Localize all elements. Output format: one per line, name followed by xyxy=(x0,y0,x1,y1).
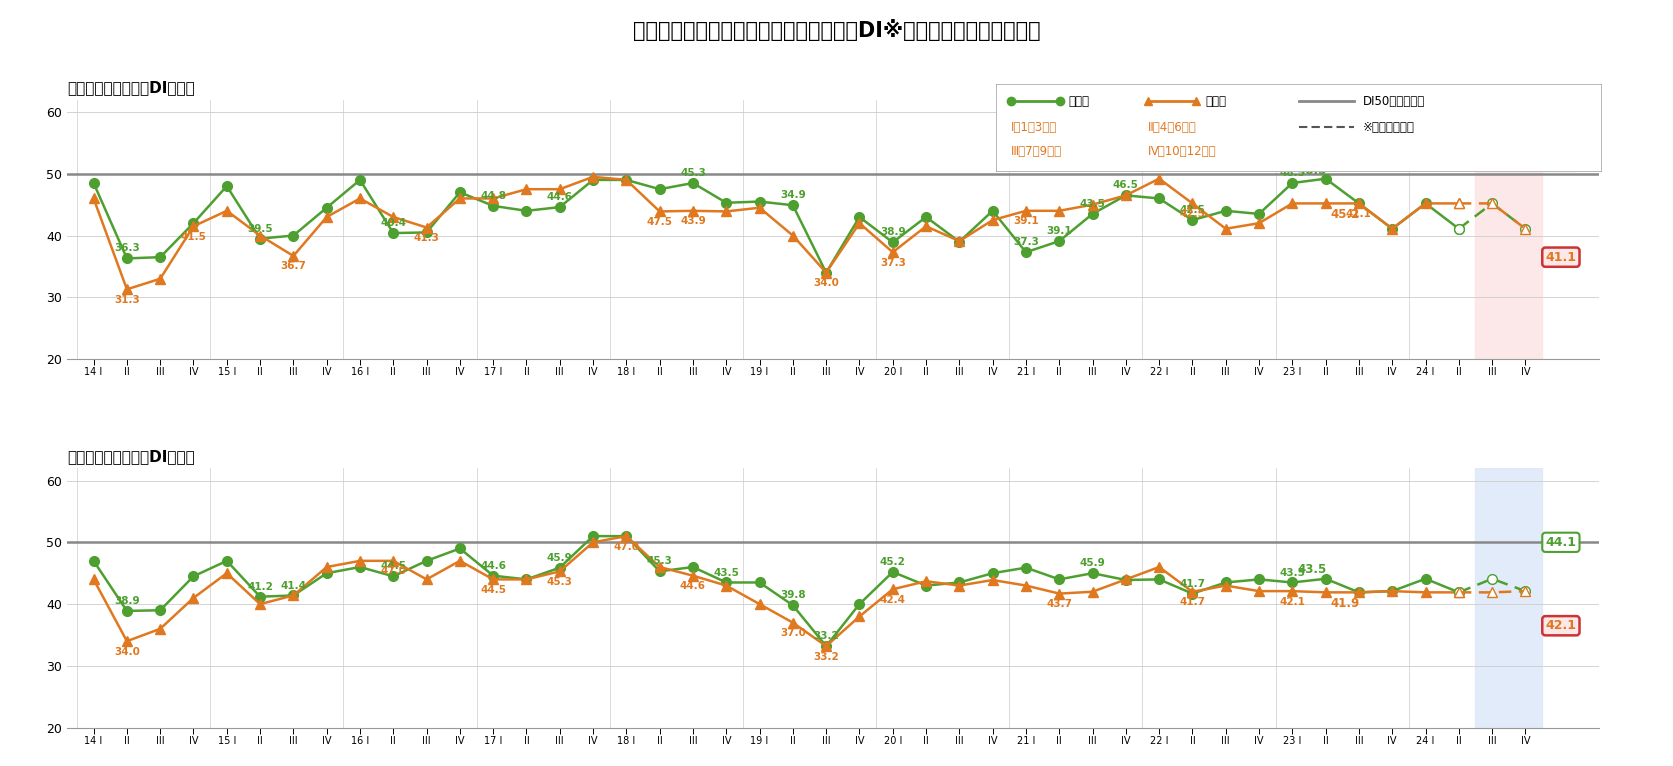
Text: 31.3: 31.3 xyxy=(114,295,139,305)
Text: 44.6: 44.6 xyxy=(480,561,505,571)
Text: 45.3: 45.3 xyxy=(679,168,706,178)
Text: 44.8: 44.8 xyxy=(480,191,505,201)
Text: 近畟圈: 近畟圈 xyxy=(1205,95,1225,108)
Text: 42.1: 42.1 xyxy=(1544,619,1576,632)
Text: 44.5: 44.5 xyxy=(380,561,407,571)
Text: 37.3: 37.3 xyxy=(1012,237,1039,247)
Text: 46.5: 46.5 xyxy=(1113,181,1138,191)
Text: 43.5: 43.5 xyxy=(1297,563,1325,576)
Text: 45.2: 45.2 xyxy=(1330,208,1358,221)
Text: 41.1: 41.1 xyxy=(1544,250,1576,264)
Text: DI50＝前年並み: DI50＝前年並み xyxy=(1362,95,1424,108)
Text: 41.7: 41.7 xyxy=(1179,597,1205,607)
Text: 42.5: 42.5 xyxy=(1179,205,1205,215)
Text: 43.5: 43.5 xyxy=(1079,199,1104,209)
Text: 34.0: 34.0 xyxy=(114,647,141,656)
Text: 首都圈: 首都圈 xyxy=(1067,95,1089,108)
Text: 44.6: 44.6 xyxy=(547,192,572,202)
Text: 41.4: 41.4 xyxy=(279,581,306,591)
Text: 44.6: 44.6 xyxy=(679,581,706,591)
Text: 39.8: 39.8 xyxy=(780,591,805,601)
Bar xyxy=(1474,100,1541,359)
Text: 45.3: 45.3 xyxy=(547,577,572,587)
Text: 49.2: 49.2 xyxy=(1544,155,1576,168)
Text: 37.0: 37.0 xyxy=(780,628,805,638)
Text: 33.2: 33.2 xyxy=(813,631,838,641)
Text: 47.0: 47.0 xyxy=(612,542,639,552)
Text: Ⅰ：1～3月期: Ⅰ：1～3月期 xyxy=(1010,120,1057,133)
Text: 48.5: 48.5 xyxy=(1278,168,1305,178)
Text: 41.2: 41.2 xyxy=(248,581,273,592)
Text: 41.7: 41.7 xyxy=(1179,578,1205,588)
Text: 36.7: 36.7 xyxy=(281,261,306,271)
Text: 39.1: 39.1 xyxy=(1012,216,1039,227)
Text: 43.5: 43.5 xyxy=(713,568,739,578)
Text: Ⅱ：4～6月期: Ⅱ：4～6月期 xyxy=(1148,120,1196,133)
Text: 45.9: 45.9 xyxy=(1079,558,1104,568)
Text: 37.3: 37.3 xyxy=(880,258,905,268)
Text: 38.9: 38.9 xyxy=(880,228,905,237)
Text: 44.1: 44.1 xyxy=(1544,535,1576,548)
Text: 43.7: 43.7 xyxy=(1046,599,1072,609)
Text: 41.5: 41.5 xyxy=(181,232,206,242)
Text: 図表１　貼貸の業況DIの推移: 図表１ 貼貸の業況DIの推移 xyxy=(67,80,194,96)
Text: Ⅳ：10～12月期: Ⅳ：10～12月期 xyxy=(1148,145,1215,158)
Text: 42.5: 42.5 xyxy=(1179,209,1205,219)
Text: 48.5: 48.5 xyxy=(1297,164,1327,177)
Text: 40.4: 40.4 xyxy=(380,218,407,228)
Text: 41.1: 41.1 xyxy=(1345,209,1372,219)
Text: 42.4: 42.4 xyxy=(880,595,905,605)
Text: 39.1: 39.1 xyxy=(1046,226,1071,236)
Text: ＜首都圈・近畟圈の業況判断指数（業況DI※前年同期比）の推移　＞: ＜首都圈・近畟圈の業況判断指数（業況DI※前年同期比）の推移 ＞ xyxy=(632,19,1041,41)
Text: 44.5: 44.5 xyxy=(480,585,505,595)
Text: 34.9: 34.9 xyxy=(780,190,805,201)
Text: Ⅲ：7～9月期: Ⅲ：7～9月期 xyxy=(1010,145,1062,158)
Text: 36.3: 36.3 xyxy=(114,244,139,254)
Text: 47.0: 47.0 xyxy=(380,566,407,576)
Text: 45.3: 45.3 xyxy=(646,556,673,566)
Text: 38.9: 38.9 xyxy=(114,596,139,606)
Text: 34.0: 34.0 xyxy=(813,278,838,288)
Bar xyxy=(1474,468,1541,728)
Text: 図表２　売買の業況DIの推移: 図表２ 売買の業況DIの推移 xyxy=(67,449,194,464)
Text: 45.9: 45.9 xyxy=(547,553,572,563)
Text: 41.3: 41.3 xyxy=(413,233,440,243)
Text: 33.2: 33.2 xyxy=(813,652,838,662)
Text: 47.5: 47.5 xyxy=(646,217,673,227)
Text: 42.1: 42.1 xyxy=(1278,597,1305,607)
Text: 41.9: 41.9 xyxy=(1330,597,1358,611)
Text: 43.5: 43.5 xyxy=(1278,568,1305,578)
Text: 39.5: 39.5 xyxy=(248,224,273,234)
Text: 43.9: 43.9 xyxy=(679,216,706,227)
Text: 45.2: 45.2 xyxy=(880,557,905,567)
Text: ※点線は見通し: ※点線は見通し xyxy=(1362,120,1414,133)
